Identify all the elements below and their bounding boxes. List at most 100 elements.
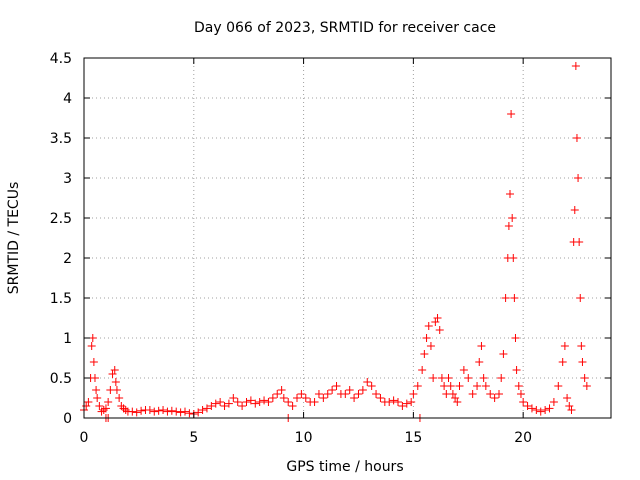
data-point (479, 374, 488, 382)
data-point (207, 402, 216, 410)
data-point (310, 398, 319, 406)
x-tick-label: 0 (80, 430, 89, 446)
data-point (453, 398, 462, 406)
x-axis-label: GPS time / hours (286, 459, 403, 475)
grid-lines (84, 58, 611, 418)
data-point (464, 374, 473, 382)
data-point (532, 406, 541, 414)
y-tick-label: 1 (63, 331, 72, 347)
data-point (572, 134, 581, 142)
y-tick-label: 2.5 (50, 211, 72, 227)
data-point (468, 390, 477, 398)
data-point (549, 398, 558, 406)
data-point (570, 206, 579, 214)
data-point (385, 398, 394, 406)
data-point (104, 398, 113, 406)
data-point (264, 398, 273, 406)
x-tick-label: 20 (514, 430, 532, 446)
y-tick-label: 0 (63, 411, 72, 427)
data-point (519, 398, 528, 406)
y-tick-label: 3 (63, 171, 72, 187)
data-point (560, 342, 569, 350)
data-point (92, 386, 101, 394)
data-point (511, 334, 520, 342)
y-tick-label: 4 (63, 91, 72, 107)
y-tick-label: 0.5 (50, 371, 72, 387)
data-point (211, 399, 220, 408)
data-point (88, 334, 97, 342)
data-point (132, 408, 141, 417)
data-point (575, 238, 584, 246)
data-point (574, 174, 583, 182)
data-point (297, 390, 306, 398)
data-point (481, 382, 490, 390)
data-point (111, 378, 120, 386)
data-point (163, 407, 172, 416)
data-point (224, 399, 233, 408)
data-point (233, 398, 242, 406)
data-point (301, 394, 310, 402)
data-point (402, 399, 411, 408)
data-point (328, 386, 337, 394)
data-point (167, 406, 176, 415)
data-point (292, 394, 301, 402)
data-point (431, 318, 440, 326)
data-point (154, 406, 163, 415)
data-point (112, 386, 121, 394)
data-point (260, 396, 269, 405)
data-point (99, 406, 108, 414)
data-point (216, 398, 225, 406)
y-axis-label: SRMTID / TECUs (6, 182, 22, 295)
data-point (194, 408, 203, 417)
data-point (527, 404, 536, 413)
chart-title: Day 066 of 2023, SRMTID for receiver cac… (194, 20, 496, 36)
data-point (229, 394, 238, 402)
data-point (202, 404, 211, 413)
data-point (345, 386, 354, 394)
data-point (514, 382, 523, 390)
data-point (422, 334, 431, 342)
data-point (577, 342, 586, 350)
data-point (420, 350, 429, 358)
data-point (477, 342, 486, 350)
x-tick-label: 15 (404, 430, 422, 446)
data-point (578, 358, 587, 366)
data-point (108, 370, 117, 378)
data-point (354, 390, 363, 398)
data-point (567, 406, 576, 414)
data-point (554, 382, 563, 390)
data-point (372, 390, 381, 398)
data-point (150, 407, 159, 416)
data-point (323, 390, 332, 398)
data-point (115, 394, 124, 402)
data-point (198, 406, 207, 414)
data-point (84, 398, 93, 406)
data-point (451, 394, 460, 402)
data-point (497, 374, 506, 382)
data-point (505, 190, 514, 198)
data-point (576, 294, 585, 302)
data-point (545, 404, 554, 413)
data-point (508, 214, 517, 222)
data-point (172, 407, 181, 416)
data-point (495, 390, 504, 398)
data-point (455, 382, 464, 390)
data-point (238, 402, 247, 410)
data-point (563, 394, 572, 402)
data-point (558, 358, 567, 366)
data-point (273, 390, 282, 398)
data-point (268, 394, 277, 402)
x-tick-label: 10 (295, 430, 313, 446)
data-point (407, 398, 416, 406)
data-point (389, 396, 398, 405)
data-point (418, 366, 427, 374)
data-point (95, 402, 104, 410)
data-point (565, 402, 574, 410)
axis-ticks (83, 57, 611, 419)
data-point (473, 382, 482, 390)
data-point (246, 396, 255, 405)
data-point (486, 390, 495, 398)
data-point (82, 402, 91, 410)
data-point (350, 394, 359, 402)
